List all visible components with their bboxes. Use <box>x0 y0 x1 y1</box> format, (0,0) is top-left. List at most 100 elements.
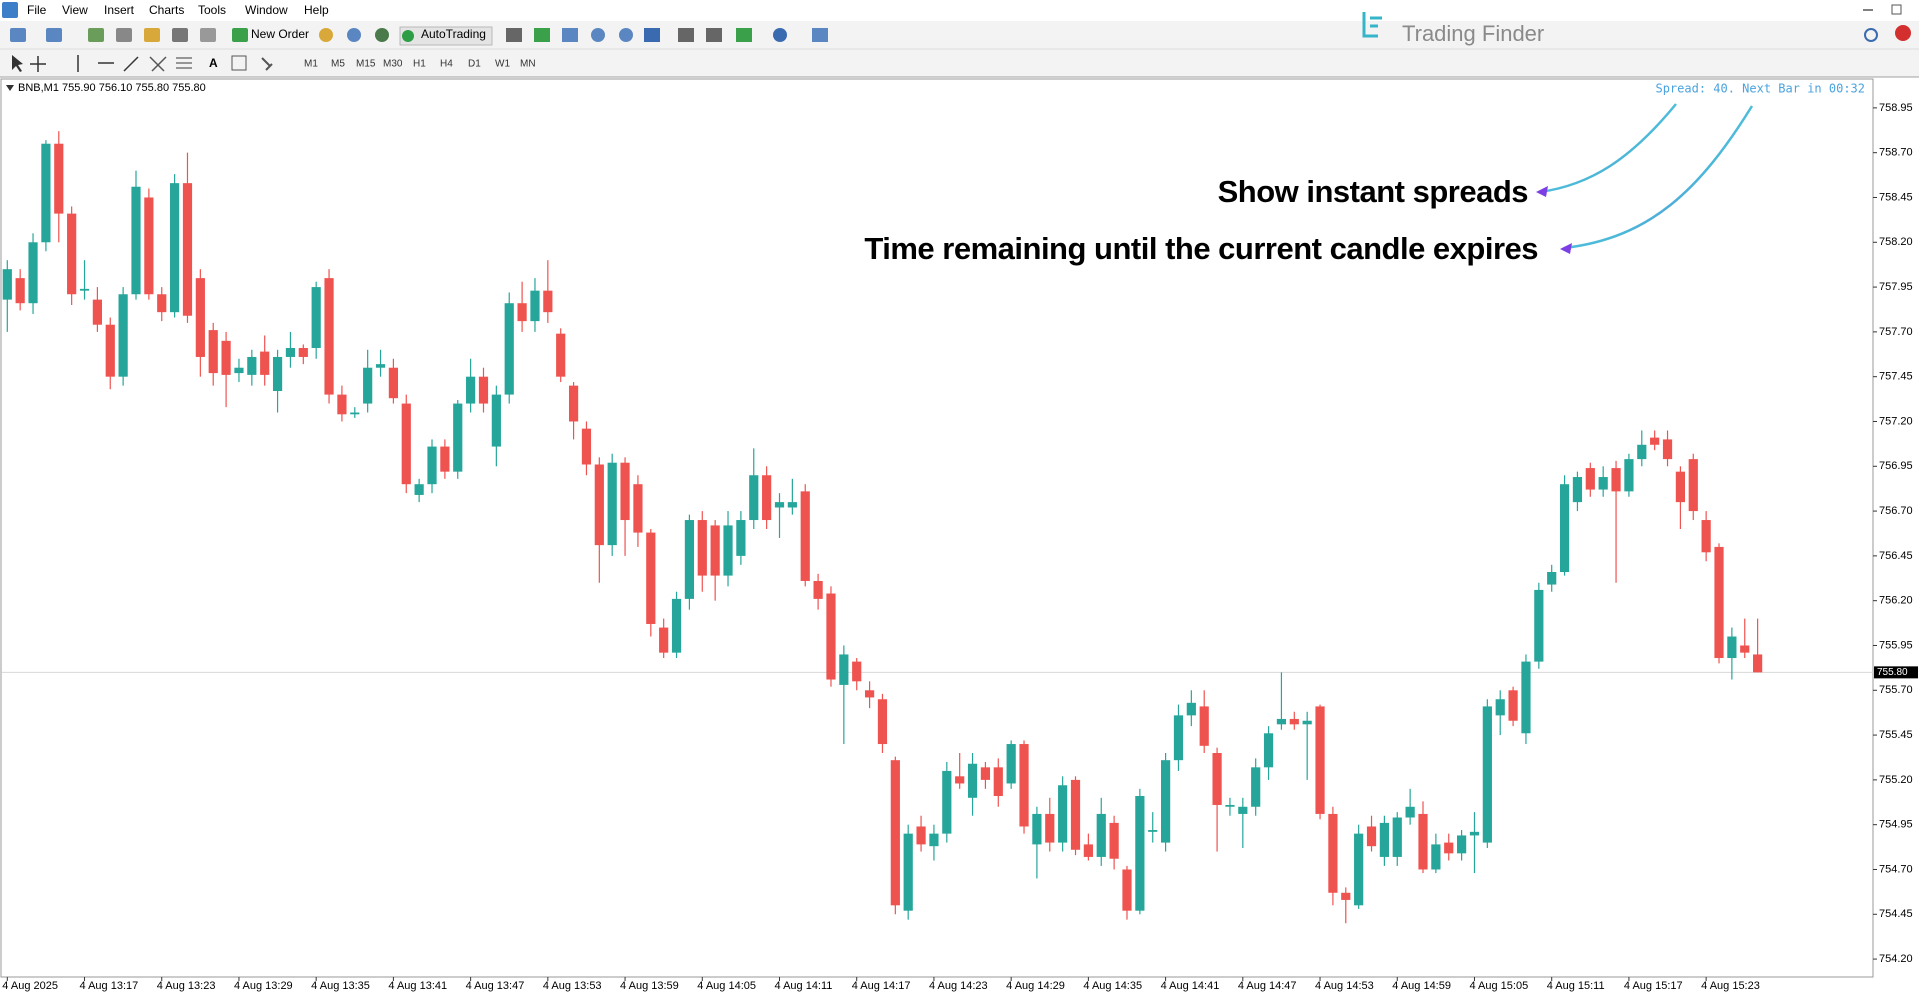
timeframe-button[interactable]: M5 <box>331 59 345 70</box>
text-tool[interactable]: A <box>209 56 218 70</box>
timeframe-button[interactable]: H1 <box>413 59 426 70</box>
candle-body <box>221 340 231 375</box>
spread-indicator: Spread: 40. Next Bar in 00:32 <box>1655 82 1865 96</box>
candle-body <box>736 520 746 556</box>
annotation: Time remaining until the current candle … <box>864 231 1538 266</box>
meta-editor-button[interactable] <box>319 28 333 42</box>
y-tick-label: 755.70 <box>1879 684 1913 696</box>
cursor-tool[interactable] <box>12 55 23 72</box>
auto-trading-icon <box>402 30 414 42</box>
candle-body <box>1662 439 1673 460</box>
timeframe-button[interactable]: M30 <box>383 59 403 70</box>
candle-body <box>118 294 128 377</box>
candle-body <box>491 394 501 447</box>
data-window-button[interactable] <box>116 28 132 42</box>
candle-body <box>1148 830 1158 832</box>
candle-body <box>1212 753 1222 805</box>
x-tick-label: 4 Aug 13:59 <box>620 980 679 992</box>
menu-item[interactable]: Help <box>304 3 329 17</box>
candle-body <box>1688 459 1698 512</box>
indicators-button[interactable] <box>736 28 752 42</box>
profiles-button[interactable] <box>46 28 62 42</box>
candle-body <box>208 330 218 374</box>
candle-chart-button[interactable] <box>534 28 550 42</box>
market-watch-button[interactable] <box>88 28 104 42</box>
terminal-button[interactable] <box>172 28 188 42</box>
app-icon <box>2 2 18 18</box>
candle-body <box>839 654 849 685</box>
new-chart-button[interactable] <box>10 28 26 42</box>
menu-item[interactable]: Charts <box>149 3 184 17</box>
timeframe-button[interactable]: MN <box>520 59 536 70</box>
timeframe-button[interactable]: H4 <box>440 59 453 70</box>
candle-body <box>1225 804 1235 807</box>
menu-item[interactable]: View <box>62 3 88 17</box>
candle-body <box>1328 813 1338 893</box>
x-tick-label: 4 Aug 15:23 <box>1701 980 1760 992</box>
candle-body <box>1263 733 1274 768</box>
candle-body <box>478 376 489 404</box>
candle-body <box>1251 767 1261 807</box>
candle-body <box>697 520 707 576</box>
new-order-icon[interactable] <box>232 28 248 42</box>
label-tool[interactable] <box>231 55 247 71</box>
market-button[interactable] <box>375 28 389 42</box>
zoom-in-button[interactable] <box>591 28 605 42</box>
signals-button[interactable] <box>347 28 361 42</box>
new-order-label[interactable]: New Order <box>251 27 309 41</box>
candle-body <box>1444 842 1454 854</box>
navigator-button[interactable] <box>144 28 160 42</box>
candle-body <box>1598 477 1608 490</box>
tester-button[interactable] <box>200 28 216 42</box>
symbol-dropdown[interactable] <box>6 85 14 91</box>
menu-item[interactable]: Window <box>245 3 288 17</box>
candle-body <box>903 833 913 911</box>
line-chart-button[interactable] <box>562 28 578 42</box>
autoscroll-button[interactable] <box>678 28 694 42</box>
candle-body <box>1122 869 1132 911</box>
restore-button[interactable] <box>1891 4 1902 15</box>
candle-body <box>1096 813 1106 857</box>
candle-body <box>324 278 334 395</box>
fibo-tool[interactable] <box>176 57 192 69</box>
templates-button[interactable] <box>812 28 828 42</box>
timeframe-button[interactable]: D1 <box>468 59 481 70</box>
candle-body <box>852 661 862 682</box>
candle-body <box>1045 813 1055 843</box>
candle-body <box>195 278 205 357</box>
candle-body <box>1675 471 1685 503</box>
candle-body <box>1379 822 1389 857</box>
candle-body <box>980 767 991 780</box>
auto-trading-label[interactable]: AutoTrading <box>421 27 486 41</box>
channel-tool[interactable] <box>149 56 167 72</box>
menu-item[interactable]: File <box>27 3 47 17</box>
bar-chart-button[interactable] <box>506 28 522 42</box>
candle-body <box>1238 806 1248 814</box>
y-tick-label: 757.20 <box>1879 415 1913 427</box>
trendline-tool[interactable] <box>123 56 139 72</box>
menu-item[interactable]: Tools <box>198 3 226 17</box>
auto-trading-button[interactable] <box>399 26 493 46</box>
candle-body <box>54 143 64 214</box>
bid-label: 755.80 <box>1877 667 1908 678</box>
search-button[interactable] <box>1864 28 1878 42</box>
timeframe-button[interactable]: W1 <box>495 59 510 70</box>
menu-bar <box>0 0 1919 21</box>
y-tick-label: 754.20 <box>1879 953 1913 965</box>
x-tick-label: 4 Aug 13:41 <box>388 980 447 992</box>
arrows-tool[interactable] <box>261 57 273 71</box>
chart-shift-button[interactable] <box>706 28 722 42</box>
y-tick-label: 754.95 <box>1879 819 1913 831</box>
crosshair-tool[interactable] <box>30 56 46 72</box>
candle-body <box>826 593 836 680</box>
periods-button[interactable] <box>773 28 787 42</box>
timeframe-button[interactable]: M1 <box>304 59 318 70</box>
notifications-button[interactable] <box>1895 25 1911 41</box>
timeframe-button[interactable]: M15 <box>356 59 376 70</box>
chart-area <box>0 78 1919 996</box>
zoom-out-button[interactable] <box>619 28 633 42</box>
candle-body <box>671 598 682 653</box>
tile-button[interactable] <box>644 28 660 42</box>
menu-item[interactable]: Insert <box>104 3 135 17</box>
candle-body <box>1276 718 1287 725</box>
